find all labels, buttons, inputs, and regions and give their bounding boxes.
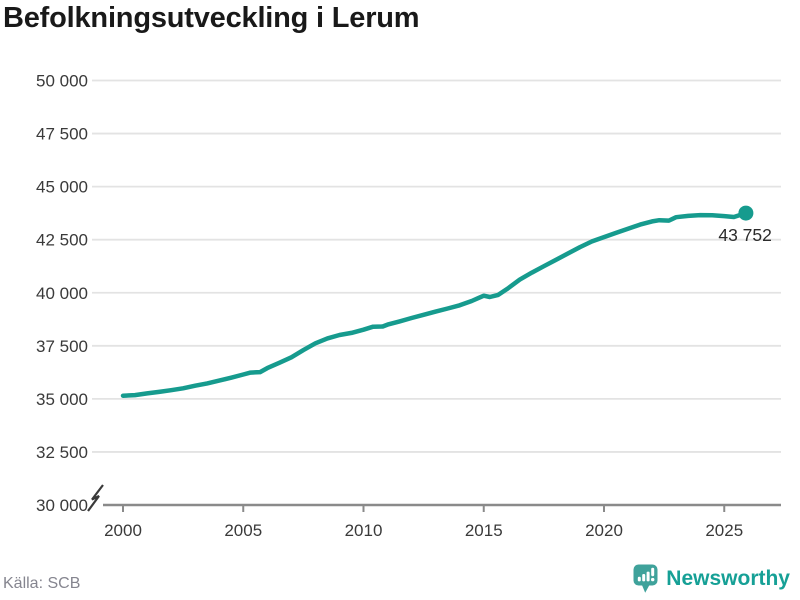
series-lines [120,210,749,398]
y-tick-label: 32 500 [36,443,88,462]
x-tick-label: 2025 [705,521,743,540]
x-tick-label: 2015 [465,521,503,540]
annotations: 43 752 [718,205,772,245]
axis-break-icon [87,484,104,512]
newsworthy-icon [633,564,658,593]
end-value-label: 43 752 [718,225,772,245]
y-tick-label: 50 000 [36,72,88,91]
x-tick-label: 2005 [224,521,262,540]
x-tick-label: 2000 [104,521,142,540]
end-point-marker [738,205,754,221]
y-axis-labels: 50 000 47 500 45 000 42 500 40 000 37 500 35 0… [36,72,88,516]
y-tick-label: 37 500 [36,337,88,356]
y-tick-label: 35 000 [36,390,88,409]
x-tick-label: 2020 [585,521,623,540]
x-tick-label: 2010 [345,521,383,540]
y-tick-label: 30 000 [36,496,88,515]
brand-name: Newsworthy [666,566,790,590]
source-label: Källa: SCB [3,575,81,592]
brand-logo[interactable]: Newsworthy [632,563,790,594]
chart-title: Befolkningsutveckling i Lerum [3,2,420,34]
y-tick-label: 40 000 [36,284,88,303]
population-line [120,210,749,398]
y-tick-label: 45 000 [36,178,88,197]
x-axis: 2000 2005 2010 2015 2020 2025 [87,484,781,540]
gridlines [92,79,781,453]
y-tick-label: 42 500 [36,231,88,250]
y-tick-label: 47 500 [36,125,88,144]
